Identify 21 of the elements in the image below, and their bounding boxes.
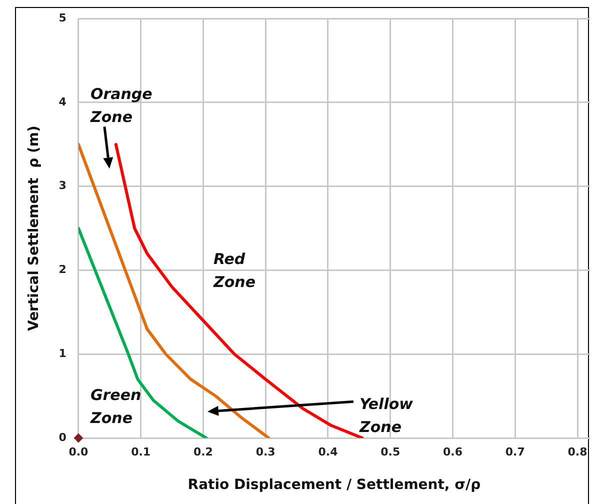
y-tick-label: 5 [58, 11, 66, 24]
y-tick-label: 0 [58, 430, 67, 444]
x-tick-label: 0.6 [443, 445, 463, 458]
x-tick-label: 0.4 [318, 445, 338, 458]
annotation: Yellow Zone [358, 394, 414, 436]
y-tick-label: 1 [58, 346, 66, 360]
x-tick-label: 0.7 [505, 445, 525, 458]
y-axis-title: Vertical Settlement ρ (m) [26, 126, 42, 332]
x-tick-label: 0.5 [380, 445, 400, 458]
y-tick-label: 3 [58, 179, 66, 192]
x-tick-label: 0.0 [68, 445, 89, 458]
annotation: Orange Zone [89, 84, 152, 126]
x-tick-label: 0.8 [568, 445, 588, 458]
x-axis-title: Ratio Displacement / Settlement, σ/ρ [188, 477, 481, 494]
y-tick-label: 2 [58, 263, 66, 276]
x-tick-label: 0.3 [256, 445, 276, 458]
annotation: Red Zone [212, 250, 256, 291]
annotation: Green Zone [89, 386, 142, 427]
x-tick-label: 0.2 [193, 445, 213, 458]
x-tick-label: 0.1 [131, 445, 151, 458]
y-tick-label: 4 [58, 95, 67, 108]
